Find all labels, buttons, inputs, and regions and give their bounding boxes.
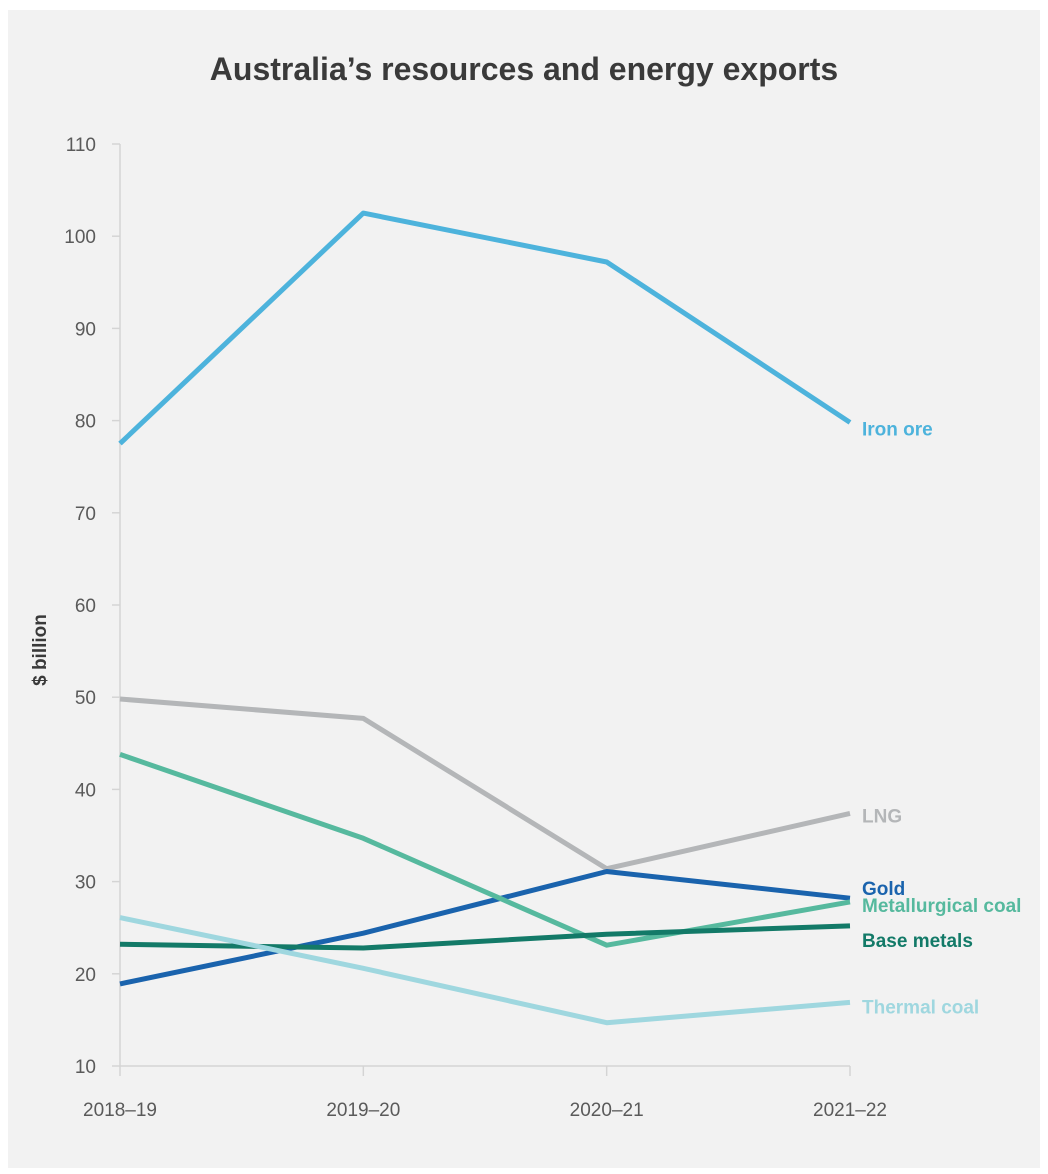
series-lines [118,210,852,1026]
x-tick-label: 2019–20 [326,1100,400,1121]
y-tick-label: 90 [75,319,96,340]
chart-title: Australia’s resources and energy exports [210,51,838,87]
series-label-thermal-coal: Thermal coal [862,997,979,1018]
y-tick-label: 40 [75,780,96,801]
y-axis-label: $ billion [30,614,51,686]
series-line-iron-ore [118,210,852,446]
series-label-iron-ore: Iron ore [862,419,933,440]
y-tick-label: 100 [64,227,96,248]
y-tick-label: 60 [75,596,96,617]
chart-frame [8,10,1040,1168]
y-tick-label: 20 [75,965,96,986]
series-line-lng [119,696,851,872]
y-tick-label: 70 [75,504,96,525]
y-tick-label: 10 [75,1057,96,1078]
series-label-gold: Gold [862,879,905,900]
x-tick-label: 2020–21 [570,1100,644,1121]
series-label-metallurgical-coal: Metallurgical coal [862,896,1021,917]
axes: 10 20 30 40 50 60 70 80 90 100 110 2018–19 2019–20 20… [64,135,887,1121]
series-line-thermal-coal [119,915,851,1026]
series-label-base-metals: Base metals [862,931,973,952]
y-tick-label: 110 [66,135,96,156]
y-tick-label: 30 [75,873,96,894]
series-line-metallurgical-coal [119,752,851,948]
series-label-lng: LNG [862,806,902,827]
y-tick-label: 50 [75,688,96,709]
y-tick-label: 80 [75,412,96,433]
series-line-base-metals [119,923,851,951]
x-tick-label: 2018–19 [83,1100,157,1121]
x-tick-label: 2021–22 [813,1100,887,1121]
series-line-gold [119,869,851,987]
